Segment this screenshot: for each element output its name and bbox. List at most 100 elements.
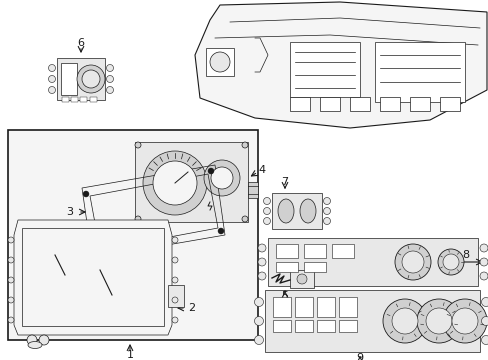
Circle shape — [172, 257, 178, 263]
Bar — [349, 97, 369, 111]
Circle shape — [8, 297, 14, 303]
Circle shape — [83, 191, 89, 197]
Circle shape — [153, 161, 197, 205]
Bar — [62, 97, 69, 102]
Bar — [267, 238, 477, 286]
Circle shape — [481, 316, 488, 325]
Circle shape — [48, 64, 55, 72]
Circle shape — [8, 277, 14, 283]
Bar — [22, 228, 163, 326]
Circle shape — [93, 251, 99, 257]
Circle shape — [254, 316, 263, 325]
Polygon shape — [195, 2, 486, 128]
Circle shape — [263, 207, 270, 215]
Bar — [275, 262, 297, 272]
Circle shape — [27, 335, 37, 345]
Bar — [247, 182, 258, 198]
Circle shape — [218, 228, 224, 234]
Circle shape — [242, 142, 247, 148]
Bar — [289, 42, 359, 97]
Circle shape — [39, 335, 49, 345]
Bar — [71, 97, 78, 102]
Circle shape — [172, 237, 178, 243]
Circle shape — [442, 254, 458, 270]
Circle shape — [401, 251, 423, 273]
Circle shape — [479, 244, 487, 252]
Circle shape — [210, 167, 232, 189]
Circle shape — [207, 168, 214, 174]
Bar — [331, 244, 353, 258]
Bar — [409, 97, 429, 111]
Circle shape — [48, 76, 55, 82]
Circle shape — [437, 249, 463, 275]
Circle shape — [442, 299, 486, 343]
Bar — [90, 97, 97, 102]
Bar — [264, 290, 479, 352]
Bar — [275, 244, 297, 258]
Text: 5: 5 — [281, 291, 288, 301]
Circle shape — [425, 308, 451, 334]
Text: 6: 6 — [77, 38, 84, 48]
Bar — [304, 244, 325, 258]
Circle shape — [8, 257, 14, 263]
Circle shape — [254, 336, 263, 345]
Circle shape — [451, 308, 477, 334]
Circle shape — [263, 198, 270, 204]
Bar — [168, 285, 183, 307]
Circle shape — [479, 272, 487, 280]
Circle shape — [209, 52, 229, 72]
Circle shape — [416, 299, 460, 343]
Text: 7: 7 — [281, 177, 288, 187]
Polygon shape — [135, 142, 247, 222]
Circle shape — [296, 274, 306, 284]
Circle shape — [382, 299, 426, 343]
Bar — [57, 58, 105, 100]
Circle shape — [258, 258, 265, 266]
Text: 9: 9 — [356, 353, 363, 360]
Circle shape — [135, 216, 141, 222]
Bar — [316, 320, 334, 332]
Circle shape — [8, 237, 14, 243]
Circle shape — [258, 244, 265, 252]
Circle shape — [172, 297, 178, 303]
Circle shape — [172, 277, 178, 283]
Circle shape — [242, 216, 247, 222]
Circle shape — [481, 297, 488, 306]
Circle shape — [77, 65, 105, 93]
Circle shape — [323, 217, 330, 225]
Text: 8: 8 — [461, 250, 468, 260]
Text: 2: 2 — [187, 303, 195, 313]
Circle shape — [394, 244, 430, 280]
Bar — [8, 130, 258, 340]
Bar — [338, 297, 356, 317]
Bar — [294, 320, 312, 332]
Bar — [80, 97, 87, 102]
Text: 4: 4 — [258, 165, 264, 175]
Circle shape — [391, 308, 417, 334]
Circle shape — [481, 336, 488, 345]
Bar — [272, 297, 290, 317]
Circle shape — [142, 151, 206, 215]
Circle shape — [479, 258, 487, 266]
Bar — [289, 97, 309, 111]
Bar — [205, 48, 234, 76]
Polygon shape — [14, 220, 172, 335]
Ellipse shape — [28, 342, 42, 348]
Circle shape — [254, 297, 263, 306]
Circle shape — [323, 198, 330, 204]
Circle shape — [106, 86, 113, 94]
Circle shape — [263, 217, 270, 225]
Circle shape — [323, 207, 330, 215]
Bar — [61, 63, 77, 95]
Circle shape — [258, 272, 265, 280]
Ellipse shape — [299, 199, 315, 223]
Bar — [294, 297, 312, 317]
Bar — [272, 320, 290, 332]
Bar — [379, 97, 399, 111]
Text: 3: 3 — [66, 207, 73, 217]
Circle shape — [203, 160, 240, 196]
Circle shape — [106, 76, 113, 82]
Circle shape — [135, 142, 141, 148]
Bar — [316, 297, 334, 317]
Text: 1: 1 — [126, 350, 133, 360]
